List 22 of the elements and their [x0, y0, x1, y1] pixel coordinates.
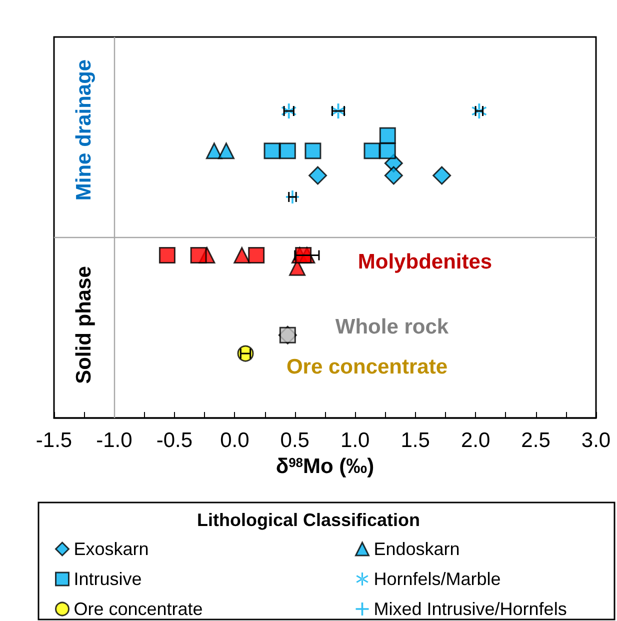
legend-label: Endoskarn: [374, 539, 460, 559]
x-tick-label: -1.0: [96, 429, 132, 452]
annotation: Mine drainage: [72, 59, 96, 201]
annotation: Ore concentrate: [286, 356, 448, 378]
x-tick-label: 1.5: [400, 429, 430, 452]
x-tick-label: 0.0: [220, 429, 250, 452]
x-tick-label: 2.5: [521, 429, 550, 452]
x-tick-label: 2.0: [460, 429, 490, 452]
legend-title: Lithological Classification: [196, 510, 420, 530]
legend-label: Mixed Intrusive/Hornfels: [374, 599, 567, 619]
x-tick-label: 3.0: [581, 429, 611, 452]
legend-label: Exoskarn: [74, 539, 149, 559]
x-tick-label: 1.0: [340, 429, 370, 452]
x-tick-label: 0.5: [280, 429, 310, 452]
legend-label: Hornfels/Marble: [374, 569, 501, 589]
x-tick-label: -0.5: [156, 429, 193, 452]
legend-label: Ore concentrate: [74, 599, 203, 619]
annotation: Solid phase: [72, 266, 96, 384]
legend-label: Intrusive: [74, 569, 142, 589]
annotation: Molybdenites: [358, 250, 492, 274]
annotation: Whole rock: [335, 316, 449, 338]
x-tick-label: -1.5: [36, 429, 72, 452]
